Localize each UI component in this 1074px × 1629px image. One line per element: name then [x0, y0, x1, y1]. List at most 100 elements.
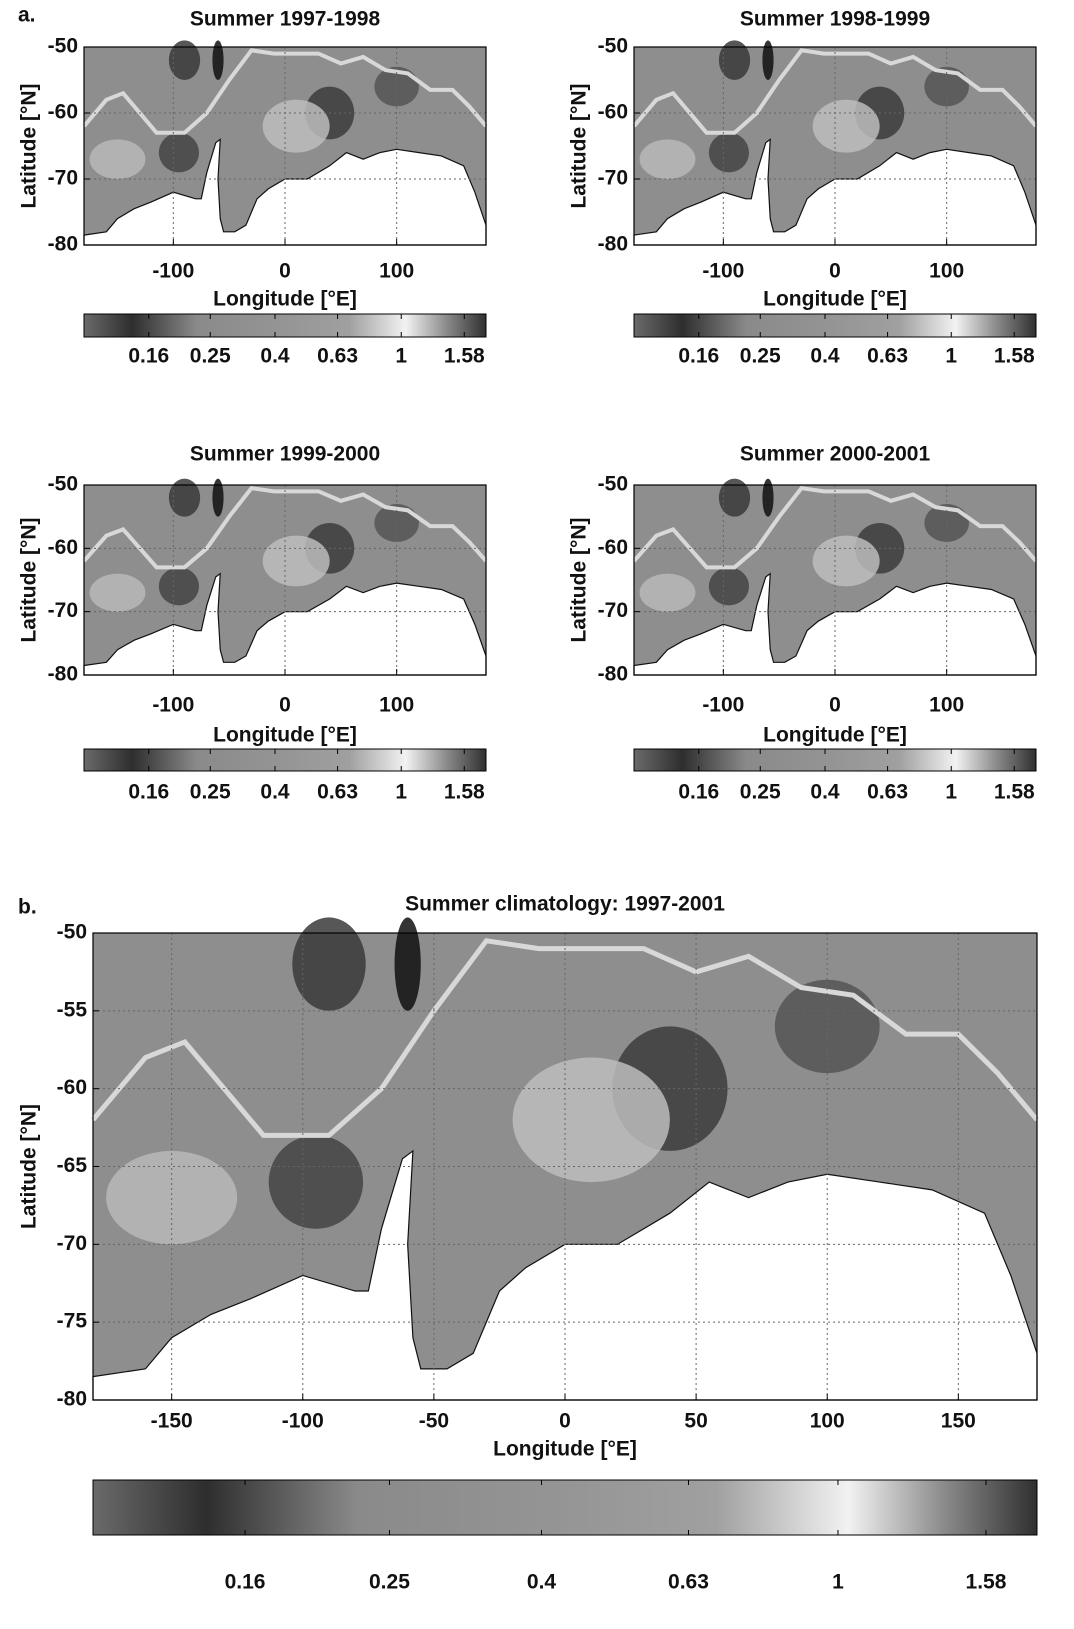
- map-patch: [639, 139, 696, 179]
- x-tick-label: 100: [929, 694, 964, 717]
- y-tick-label: -50: [598, 473, 628, 496]
- colorbar-tick-label: 0.16: [128, 781, 169, 804]
- y-tick-label: -65: [57, 1154, 88, 1177]
- x-tick-label: 150: [941, 1410, 976, 1433]
- y-tick-label: -60: [598, 101, 628, 124]
- polar-front: [632, 48, 1038, 135]
- x-tick-label: 50: [684, 1410, 707, 1433]
- x-tick-label: 100: [929, 260, 964, 283]
- antarctica: [83, 572, 487, 676]
- map-patch: [394, 917, 421, 1011]
- chart-title: Summer 1997-1998: [190, 8, 381, 31]
- y-tick-label: -80: [48, 233, 78, 256]
- x-axis-label: Longitude [°E]: [213, 288, 357, 311]
- colorbar-tick-label: 1: [395, 781, 407, 804]
- x-tick-label: 0: [559, 1410, 571, 1433]
- y-tick-label: -55: [57, 998, 88, 1021]
- plot-frame: [633, 484, 1037, 676]
- map-patch: [168, 478, 201, 517]
- colorbar-tick-label: 0.4: [260, 781, 290, 804]
- colorbar: [92, 1479, 1038, 1536]
- x-axis-label: Longitude [°E]: [763, 288, 907, 311]
- map-patch: [762, 478, 774, 517]
- chart-title: Summer 1999-2000: [190, 443, 380, 466]
- map-patch: [718, 40, 751, 80]
- y-tick-label: -75: [57, 1310, 88, 1333]
- plot-frame: [83, 484, 487, 676]
- y-tick-label: -70: [57, 1232, 87, 1255]
- map-patch: [374, 504, 419, 542]
- x-axis-label: Longitude [°E]: [213, 724, 357, 747]
- map-patch: [158, 567, 200, 606]
- colorbar-tick-label: 1.58: [966, 1571, 1007, 1594]
- y-tick-label: -70: [48, 167, 78, 190]
- y-tick-label: -50: [57, 921, 87, 944]
- map-patch: [212, 478, 224, 517]
- map-patch: [374, 66, 419, 107]
- colorbar-tick-label: 0.63: [668, 1571, 709, 1594]
- map-patch: [292, 917, 366, 1011]
- x-tick-label: 0: [829, 694, 841, 717]
- colorbar-tick-label: 0.16: [128, 345, 169, 368]
- y-axis-label: Latitude [°N]: [568, 517, 591, 642]
- x-axis-label: Longitude [°E]: [493, 1438, 637, 1461]
- x-axis-label: Longitude [°E]: [763, 724, 907, 747]
- colorbar-tick-label: 0.63: [317, 781, 358, 804]
- y-tick-label: -50: [598, 35, 628, 58]
- colorbar-tick-label: 1.58: [994, 345, 1035, 368]
- chart-title: Summer 2000-2001: [740, 443, 931, 466]
- colorbar-tick-label: 0.4: [810, 781, 840, 804]
- colorbar-tick-label: 1: [395, 345, 407, 368]
- y-tick-label: -50: [48, 473, 78, 496]
- y-tick-label: -60: [48, 101, 78, 124]
- polar-front: [82, 48, 488, 135]
- colorbar: [633, 748, 1037, 772]
- colorbar-tick-label: 0.4: [810, 345, 840, 368]
- colorbar: [83, 748, 487, 772]
- x-tick-label: -150: [151, 1410, 193, 1433]
- polar-front: [91, 938, 1039, 1138]
- y-axis-label: Latitude [°N]: [18, 83, 41, 208]
- colorbar-tick-label: 1.58: [444, 345, 485, 368]
- colorbar-tick-label: 0.25: [369, 1571, 410, 1594]
- y-tick-label: -60: [48, 536, 78, 559]
- plot-frame: [633, 46, 1037, 246]
- colorbar-tick-label: 0.63: [317, 345, 358, 368]
- x-tick-label: -100: [702, 694, 744, 717]
- y-tick-label: -50: [48, 35, 78, 58]
- x-tick-label: 100: [810, 1410, 845, 1433]
- colorbar-tick-label: 1: [945, 345, 957, 368]
- map-patch: [89, 139, 146, 179]
- colorbar: [83, 313, 487, 338]
- y-tick-label: -60: [57, 1076, 87, 1099]
- colorbar-tick-label: 1.58: [444, 781, 485, 804]
- chart-title: Summer 1998-1999: [740, 8, 930, 31]
- map-patch: [924, 504, 970, 542]
- map-patch: [168, 40, 201, 80]
- map-patch: [106, 1150, 238, 1245]
- colorbar-tick-label: 0.63: [867, 345, 908, 368]
- y-tick-label: -80: [598, 233, 628, 256]
- antarctica: [92, 1149, 1038, 1401]
- colorbar-tick-label: 0.16: [225, 1571, 266, 1594]
- chart-title: Summer climatology: 1997-2001: [405, 893, 725, 916]
- panel-label: a.: [18, 4, 36, 27]
- map-patch: [262, 99, 330, 153]
- map-patch: [89, 573, 146, 612]
- y-tick-label: -60: [598, 536, 628, 559]
- colorbar: [633, 313, 1037, 338]
- colorbar-tick-label: 0.16: [678, 781, 719, 804]
- map-patch: [762, 40, 774, 80]
- x-tick-label: -100: [152, 694, 194, 717]
- y-axis-label: Latitude [°N]: [18, 1104, 41, 1229]
- antarctica: [633, 572, 1037, 676]
- x-tick-label: -100: [152, 260, 194, 283]
- colorbar-tick-label: 0.25: [190, 781, 231, 804]
- y-tick-label: -80: [57, 1388, 87, 1411]
- x-tick-label: 0: [279, 260, 291, 283]
- panel-label: b.: [18, 896, 37, 919]
- map-patch: [708, 567, 750, 606]
- map-patch: [262, 535, 330, 587]
- y-tick-label: -70: [598, 167, 628, 190]
